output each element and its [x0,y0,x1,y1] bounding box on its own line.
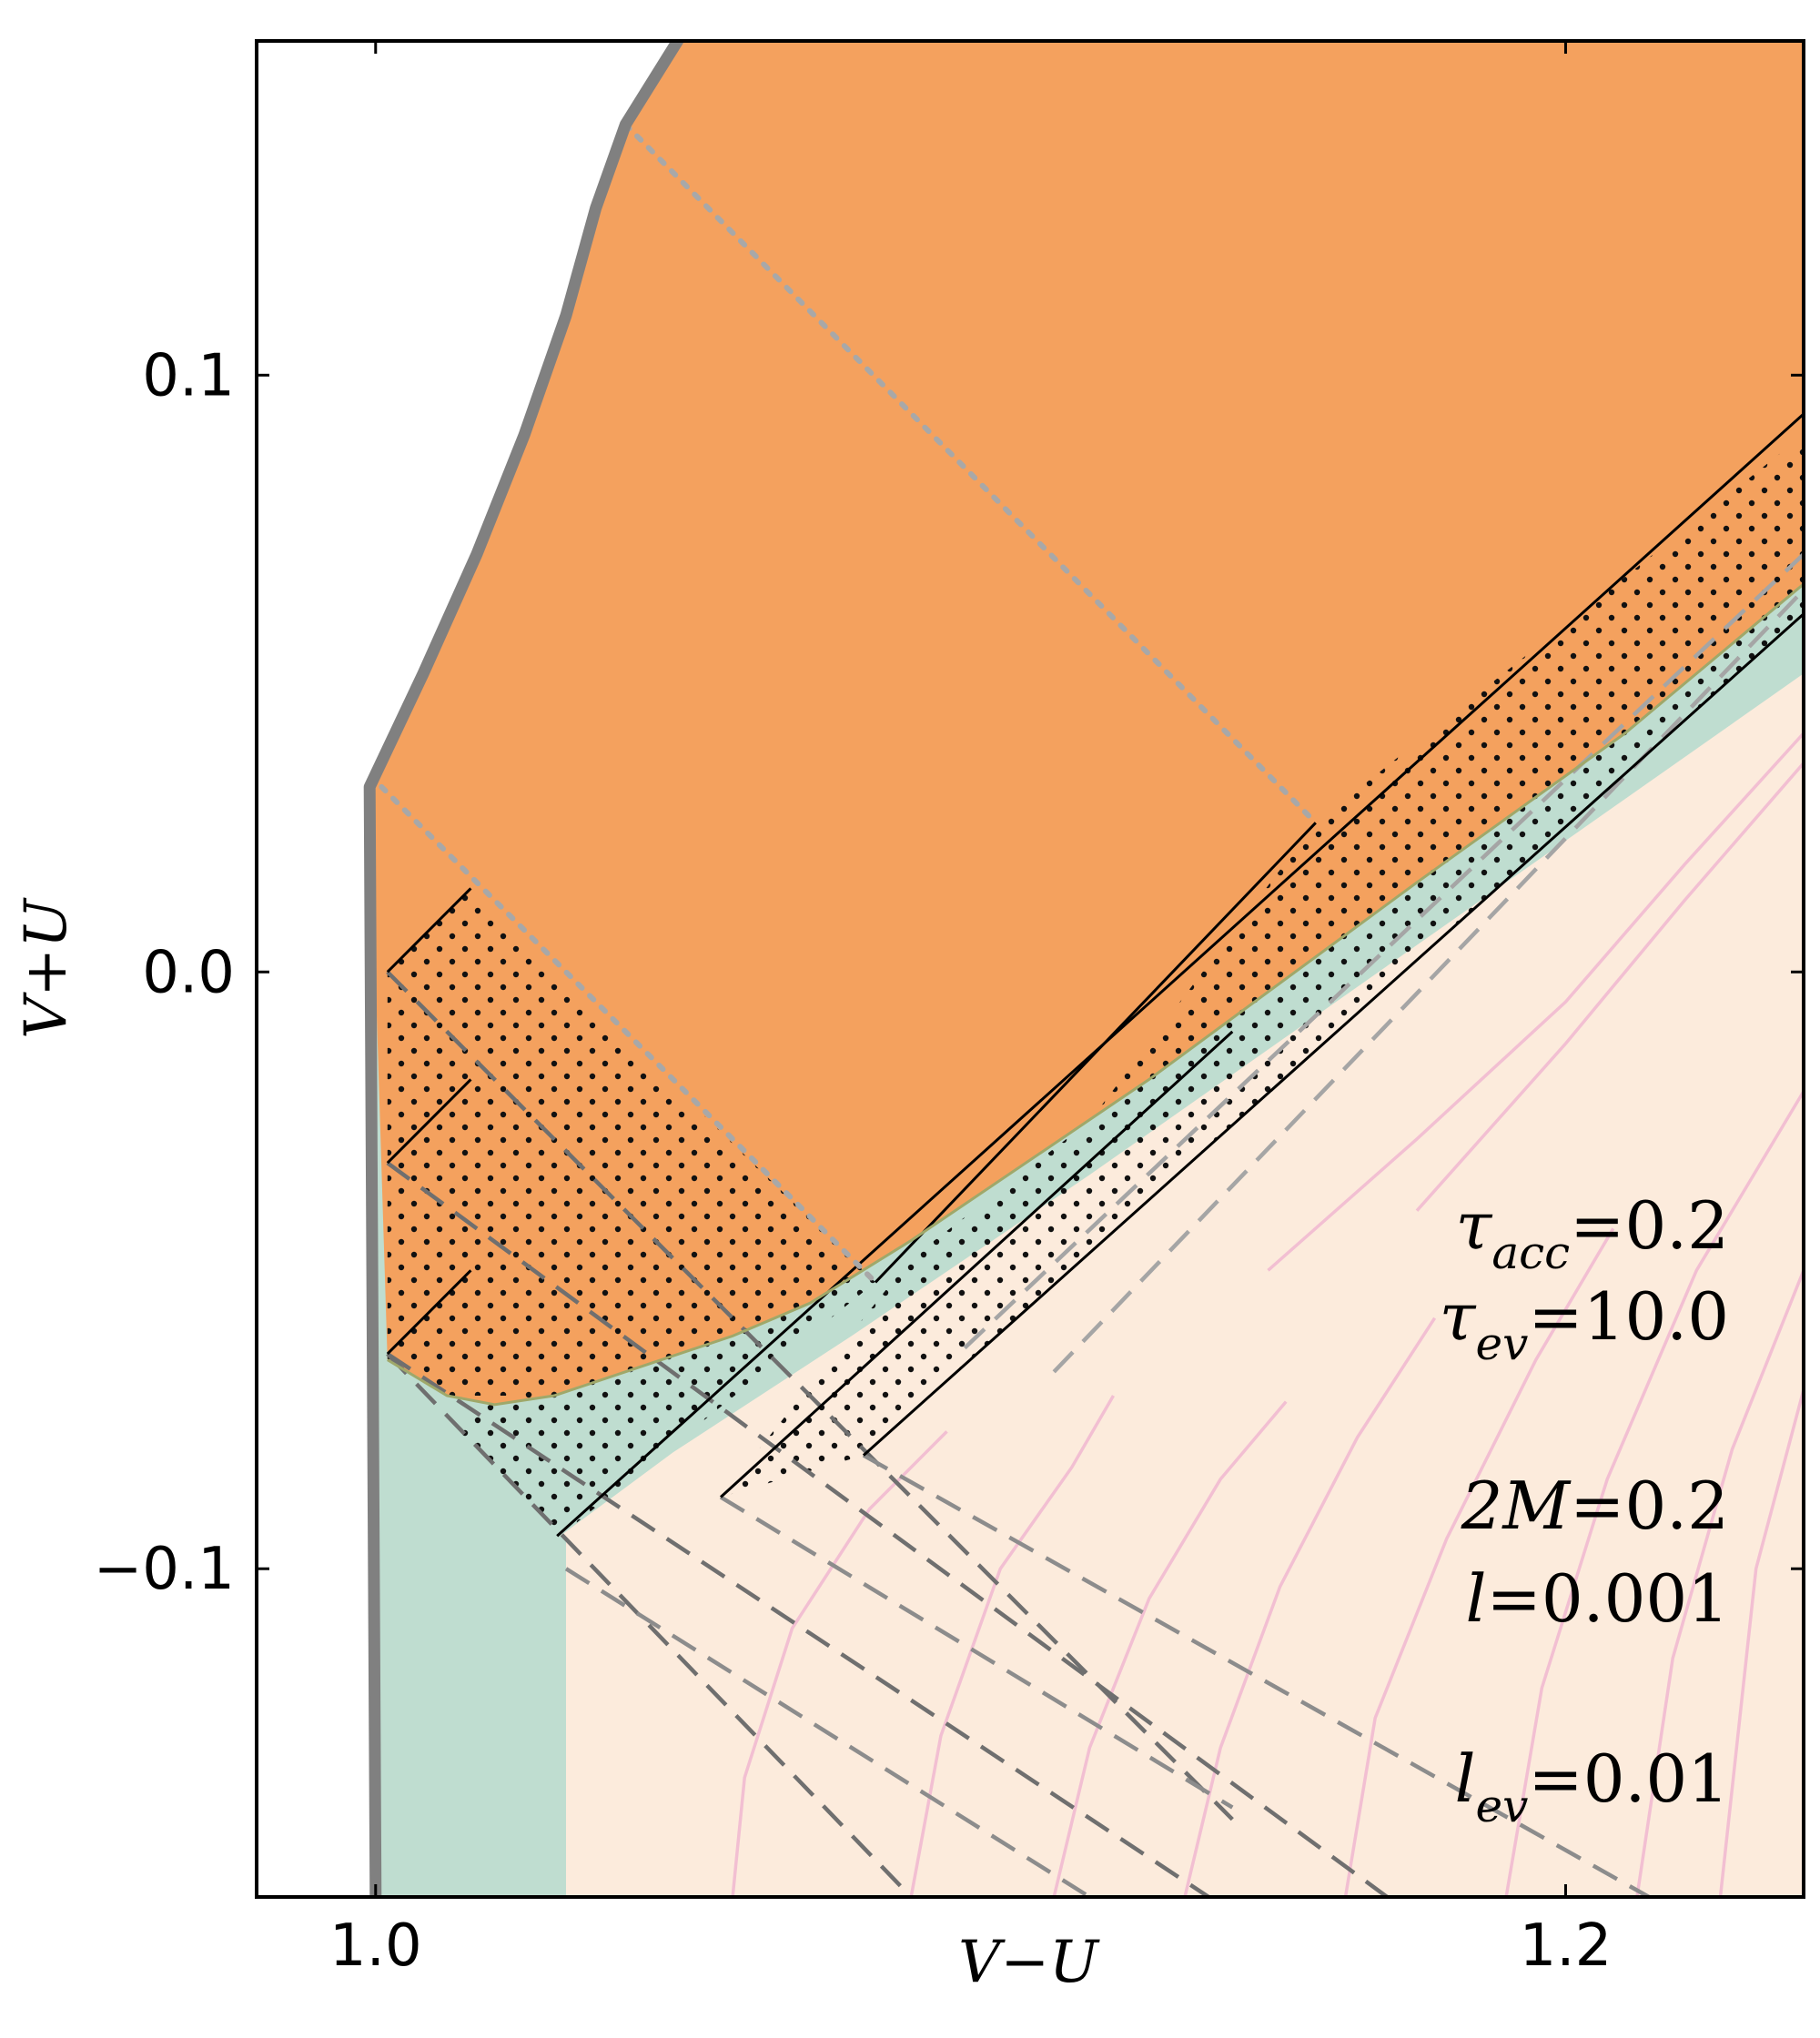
param-value-l_ev: =0.01 [1528,1740,1729,1817]
param-subscript-tau_ev: ev [1476,1317,1529,1370]
param-value-tau_acc: =0.2 [1570,1187,1729,1264]
param-symbol-tau_acc: τ [1455,1187,1492,1264]
dashed-diagonal-0 [386,970,1234,1821]
solid-segment-4 [719,1030,1234,1498]
y-tick-label-1: 0.0 [142,939,235,1006]
pink-contour-9 [1415,762,1804,1212]
pink-contour-2 [1052,1400,1288,1897]
x-tick-label-0: 1.0 [329,1912,422,1980]
dashed-parallel-0 [963,552,1804,1350]
param-symbol-l_ev: l [1454,1740,1475,1817]
y-tick-label-2: −0.1 [94,1536,235,1603]
param-two_m: 2M=0.2 [1461,1468,1729,1544]
dashed-diagonal-4 [564,1567,1091,1897]
solid-segment-1 [386,1078,472,1165]
solid-segment-6 [874,822,1317,1284]
pink-contour-7 [1718,1388,1804,1897]
solid-segment-2 [386,1269,472,1356]
pink-contour-5 [1504,1090,1804,1897]
dashed-diagonal-6 [862,1453,1651,1897]
param-symbol-two_m: 2M [1461,1468,1572,1544]
solid-segments [386,412,1804,1538]
param-tau_ev: τev=10.0 [1440,1278,1729,1370]
param-value-tau_ev: =10.0 [1528,1278,1729,1355]
pink-contour-1 [909,1395,1116,1897]
param-subscript-tau_acc: acc [1491,1226,1570,1279]
plot-frame [255,39,1805,1899]
dotted-diagonal-1 [379,783,878,1286]
param-subscript-l_ev: ev [1476,1780,1529,1832]
param-value-l: =0.001 [1487,1560,1729,1637]
orange-lower-edge [387,582,1804,1407]
stippled-region-2 [721,822,1316,1498]
param-symbol-tau_ev: τ [1440,1278,1477,1355]
param-tau_acc: τacc=0.2 [1455,1187,1729,1279]
boundary-line [363,41,685,1897]
param-value-two_m: =0.2 [1570,1468,1729,1544]
pink-contour-4 [1343,1227,1615,1897]
boundary-curve [363,41,685,1897]
dashed-diagonal-5 [719,1495,1234,1810]
pink-contour-8 [1267,731,1804,1272]
pink-contour-6 [1635,1269,1804,1897]
x-axis-label: V−U [958,1929,1100,1996]
param-l_ev: lev=0.01 [1454,1740,1729,1832]
stippled-region-0 [387,888,875,1396]
dashed-parallel-1 [1052,588,1804,1374]
evaporating-region [369,41,1804,1405]
dotted-lines [379,121,1319,1286]
axis-ticks: 1.0 1.2 0.1 0.0 −0.1 [94,41,1804,1980]
solid-segment-0 [386,887,472,974]
pink-contour-3 [1183,1317,1437,1897]
solid-segment-5 [862,612,1804,1457]
x-tick-label-1: 1.2 [1520,1912,1613,1980]
param-l: l=0.001 [1466,1560,1729,1637]
solid-segment-3 [556,412,1804,1538]
plot-area [257,41,1804,1897]
exterior-white-region [257,41,678,1897]
regions [257,41,1804,1897]
dashed-diagonal-3 [386,1352,1210,1897]
dashed-lines [386,552,1804,1897]
dotted-diagonal-0 [622,121,1319,826]
pink-contours [731,731,1804,1897]
y-tick-label-0: 0.1 [142,342,235,409]
param-symbol-l: l [1466,1560,1487,1637]
dashed-diagonal-2 [386,1352,913,1897]
y-axis-label: V+U [13,897,80,1039]
